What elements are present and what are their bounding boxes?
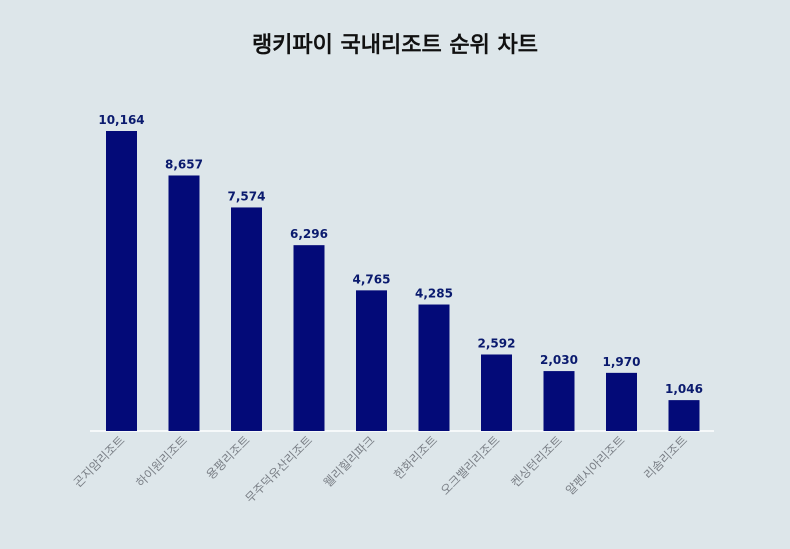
value-label-2: 8,657 <box>165 157 203 171</box>
category-label-3: 용평리조트 <box>204 433 253 482</box>
bar-9 <box>606 372 637 431</box>
category-label-2: 하이원리조트 <box>133 433 190 490</box>
bar-1 <box>106 131 137 431</box>
category-label-4: 무주덕유산리조트 <box>243 433 315 505</box>
value-label-8: 2,030 <box>540 353 578 367</box>
category-label-6: 한화리조트 <box>391 433 440 482</box>
category-label-8: 켄싱턴리조트 <box>508 433 565 490</box>
value-label-5: 4,765 <box>353 272 391 286</box>
value-labels-group: 10,164 8,657 7,574 6,296 4,765 4,285 2,592 2,03… <box>98 113 703 396</box>
bar-4 <box>293 245 325 431</box>
bar-5 <box>356 290 387 431</box>
bar-6 <box>418 304 450 431</box>
category-label-1: 곤지암리조트 <box>71 433 128 490</box>
bar-7 <box>481 354 512 431</box>
category-label-7: 오크밸리리조트 <box>438 433 503 498</box>
value-label-9: 1,970 <box>603 355 641 369</box>
value-label-1: 10,164 <box>98 113 144 127</box>
value-label-4: 6,296 <box>290 227 328 241</box>
bar-8 <box>543 371 575 431</box>
bar-3 <box>231 207 262 431</box>
value-label-6: 4,285 <box>415 287 453 301</box>
chart-title: 랭키파이 국내리조트 순위 차트 <box>252 33 538 58</box>
category-label-10: 리솜리조트 <box>641 433 690 482</box>
value-label-10: 1,046 <box>665 382 703 396</box>
bars-group <box>106 131 700 431</box>
value-label-3: 7,574 <box>228 189 266 203</box>
category-label-5: 웰리힐리파크 <box>321 433 378 490</box>
category-label-9: 알펜시아리조트 <box>563 433 628 498</box>
value-label-7: 2,592 <box>478 336 516 350</box>
bar-10 <box>668 400 700 431</box>
bar-2 <box>168 175 200 431</box>
